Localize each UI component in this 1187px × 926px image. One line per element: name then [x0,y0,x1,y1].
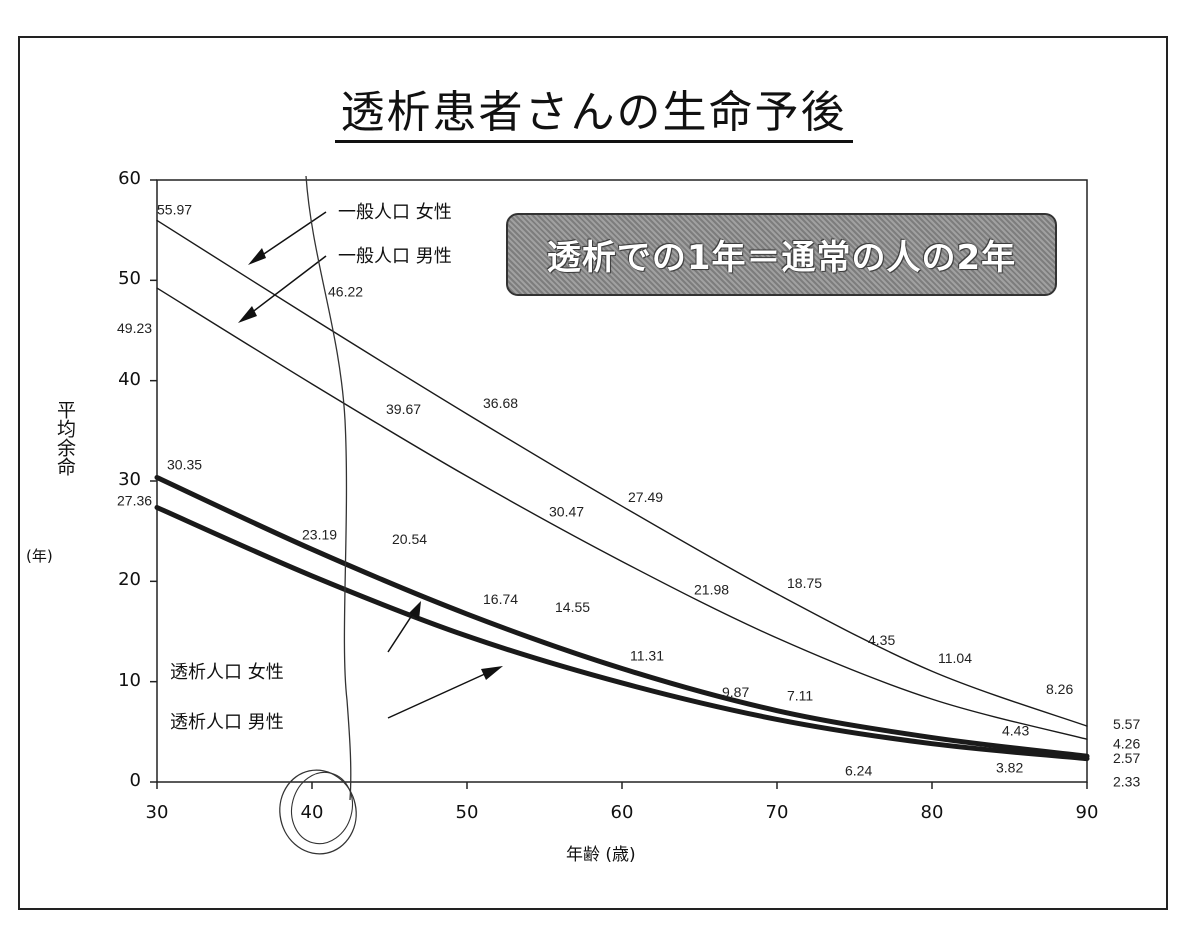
data-label: 18.75 [787,575,822,591]
data-label: 49.23 [117,320,152,336]
data-label: 3.82 [996,760,1023,776]
series-line-3 [154,504,1090,762]
y-tick-label: 20 [118,569,141,591]
legend-dialysis-male: 透析人口 男性 [170,712,284,733]
data-label: 4.43 [1002,723,1029,739]
data-label: 23.19 [302,526,337,542]
data-label: 27.36 [117,492,152,508]
data-label: 4.26 [1113,735,1140,751]
x-tick-label: 90 [1075,802,1099,823]
data-label: 9.87 [722,684,749,700]
handdrawn-circle [291,771,353,845]
legend-arrowhead-dialysis-female [409,601,421,620]
x-tick-label: 70 [765,802,789,823]
data-label: 21.98 [694,581,729,597]
data-label: 30.47 [549,503,584,519]
x-tick-label: 30 [145,802,169,823]
legend-arrowhead-general-female [248,248,266,265]
series-line-0 [156,219,1088,727]
chart-legend: 一般人口 女性 一般人口 男性 透析人口 女性 透析人口 男性 [170,202,503,733]
chart-data-labels: 55.97 46.22 36.68 27.49 18.75 11.04 5.57 49.23 3… [117,201,1140,789]
data-label: 2.33 [1113,774,1140,790]
y-axis-label: 平均余命 [54,400,76,476]
y-axis-unit: (年) [26,547,53,565]
data-label: 7.11 [787,688,813,704]
data-label: 39.67 [386,401,421,417]
slide-frame [18,36,1168,910]
y-tick-label: 40 [118,368,141,390]
chart-series [154,219,1090,762]
legend-arrow-dialysis-male [387,667,499,719]
legend-arrow-general-female [251,211,327,263]
hand-drawn-marks [279,175,357,855]
legend-dialysis-female: 透析人口 女性 [170,662,284,683]
x-tick-label: 40 [300,802,324,823]
data-label: 20.54 [392,531,427,547]
data-label: 36.68 [483,395,518,411]
handdrawn-circle [279,769,357,855]
data-label: 11.04 [938,650,972,666]
y-tick-label: 50 [118,268,141,290]
data-label: 27.49 [628,489,663,505]
legend-arrowhead-general-male [238,306,257,323]
y-tick-label: 0 [129,770,141,791]
x-tick-label: 50 [455,802,479,823]
data-label: 30.35 [167,456,202,472]
legend-arrow-general-male [241,255,327,321]
data-label: 46.22 [328,283,363,299]
data-label: 14.55 [555,599,590,615]
data-label: 16.74 [483,591,518,607]
data-label: 5.57 [1113,716,1140,732]
series-line-1 [156,287,1088,740]
data-label: 55.97 [157,201,192,217]
legend-arrowhead-dialysis-male [481,666,503,680]
y-tick-label: 60 [118,168,141,189]
data-label: 8.26 [1046,681,1073,697]
legend-general-female: 一般人口 女性 [338,202,452,223]
highlight-banner: 透析での1年＝通常の人の2年 [506,213,1057,296]
banner-text: 透析での1年＝通常の人の2年 [546,238,1017,278]
x-axis-label: 年齢 (歳) [566,845,636,865]
data-label: 2.57 [1113,750,1140,766]
data-label: 11.31 [630,648,664,664]
handdrawn-vertical-line [305,175,352,801]
series-line-2 [154,474,1090,759]
legend-general-male: 一般人口 男性 [338,246,452,267]
y-tick-label: 10 [118,669,141,691]
slide-title: 透析患者さんの生命予後 [0,76,1187,143]
data-label: 6.24 [845,762,872,778]
chart-axes [150,179,1088,789]
y-tick-label: 30 [118,469,141,490]
x-tick-label: 60 [610,802,634,823]
data-label: 4.35 [868,632,895,648]
x-tick-label: 80 [920,802,944,823]
